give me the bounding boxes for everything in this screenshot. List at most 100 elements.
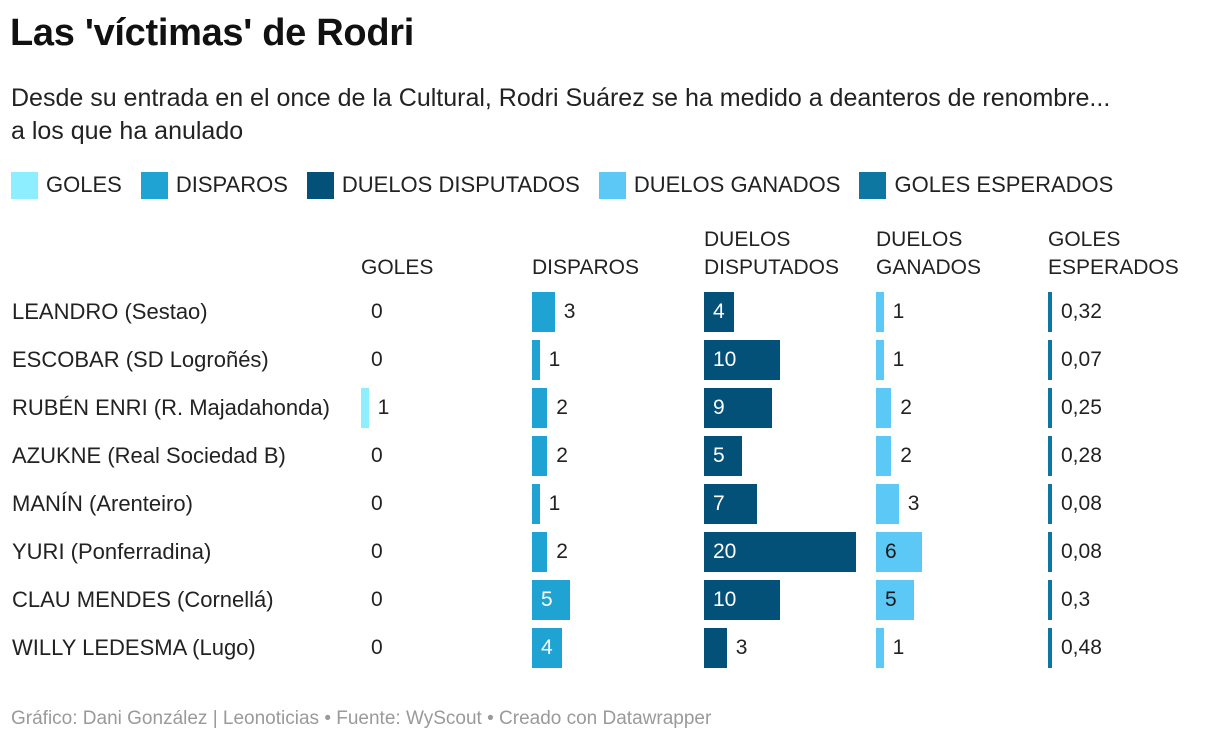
value-label-goles: 0 (371, 444, 383, 467)
bar-disparos (532, 532, 548, 572)
value-label-goles_esperados: 0,48 (1061, 636, 1102, 659)
legend-label: DUELOS DISPUTADOS (341, 172, 580, 197)
legend-label: DUELOS GANADOS (633, 172, 841, 197)
bar-goles_esperados (1048, 292, 1052, 332)
value-label-duelos_disputados: 9 (713, 396, 725, 419)
value-label-duelos_ganados: 1 (892, 348, 905, 371)
legend-label: GOLES ESPERADOS (894, 172, 1114, 197)
row-label: ESCOBAR (SD Logroñés) (12, 347, 269, 372)
value-label-goles_esperados: 0,25 (1061, 396, 1102, 419)
bar-duelos_disputados (704, 580, 780, 620)
column-header-line: GANADOS (876, 256, 982, 279)
column-header-text: DISPAROS (532, 254, 639, 282)
value-label-duelos_disputados: 3 (735, 636, 748, 659)
bar-goles_esperados (1048, 532, 1052, 572)
column-header-line: DISPUTADOS (704, 256, 839, 279)
column-header-text: DUELOS GANADOS (876, 226, 981, 282)
value-label-duelos_ganados: 2 (900, 396, 912, 419)
column-header-text: GOLES ESPERADOS (1048, 226, 1179, 282)
legend-label: DISPAROS (175, 172, 288, 197)
bar-goles_esperados (1048, 484, 1052, 524)
value-label-goles_esperados: 0,07 (1061, 348, 1102, 371)
bar-disparos (532, 388, 548, 428)
value-label-disparos: 2 (556, 396, 568, 419)
legend-swatch (306, 171, 334, 199)
legend-swatch (859, 171, 887, 199)
column-header-text: GOLES (361, 254, 433, 282)
row-label: MANÍN (Arenteiro) (12, 491, 193, 516)
column-header-duelos_ganados: DUELOS GANADOS (876, 228, 1046, 282)
value-label-duelos_ganados: 3 (907, 492, 920, 515)
value-label-duelos_disputados: 7 (713, 492, 725, 515)
bar-duelos_ganados (876, 436, 892, 476)
bar-disparos (532, 628, 563, 668)
bar-disparos (532, 292, 555, 332)
value-label-duelos_disputados: 4 (713, 300, 725, 323)
chart-footer: Gráfico: Dani González | Leonoticias • F… (11, 708, 712, 729)
column-header-line: DUELOS (704, 228, 791, 251)
value-label-disparos: 4 (541, 636, 553, 659)
value-label-goles_esperados: 0,08 (1061, 492, 1102, 515)
value-label-duelos_ganados: 2 (900, 444, 912, 467)
bar-goles_esperados (1048, 388, 1052, 428)
value-label-goles_esperados: 0,3 (1061, 588, 1091, 611)
bar-disparos (532, 436, 548, 476)
column-header-line: ESPERADOS (1048, 256, 1179, 279)
value-label-goles_esperados: 0,28 (1061, 444, 1102, 467)
bar-disparos (532, 340, 540, 380)
value-label-goles: 0 (371, 540, 383, 563)
value-label-disparos: 5 (541, 588, 553, 611)
value-label-goles: 0 (371, 588, 383, 611)
value-label-disparos: 2 (556, 540, 568, 563)
column-header-line: DISPAROS (532, 256, 639, 279)
bar-duelos_disputados (704, 628, 727, 668)
bar-goles (361, 388, 369, 428)
value-label-goles: 0 (371, 300, 383, 323)
value-label-disparos: 1 (548, 492, 561, 515)
column-header-line: DUELOS (876, 228, 963, 251)
row-label: RUBÉN ENRI (R. Majadahonda) (12, 395, 330, 420)
chart-legend: GOLES DISPAROS DUELOS DISPUTADOS DUELOS GAN… (11, 170, 1132, 200)
value-label-goles: 0 (371, 348, 383, 371)
value-label-goles_esperados: 0,32 (1061, 300, 1102, 323)
legend-item-goles[interactable]: GOLES (11, 171, 122, 199)
bar-duelos_disputados (704, 532, 856, 572)
legend-item-duelos_disputados[interactable]: DUELOS DISPUTADOS (306, 171, 580, 199)
bar-goles_esperados (1048, 628, 1052, 668)
value-label-duelos_disputados: 5 (713, 444, 725, 467)
bar-duelos_ganados (876, 484, 899, 524)
column-header-duelos_disputados: DUELOS DISPUTADOS (704, 228, 874, 282)
bar-disparos (532, 484, 540, 524)
column-header-line: GOLES (1048, 228, 1121, 251)
legend-item-duelos_ganados[interactable]: DUELOS GANADOS (598, 171, 841, 199)
column-header-text: DUELOS DISPUTADOS (704, 226, 839, 282)
chart-title: Las 'víctimas' de Rodri (10, 12, 414, 54)
bar-goles_esperados (1048, 340, 1052, 380)
value-label-goles: 0 (371, 492, 383, 515)
bar-duelos_ganados (876, 388, 892, 428)
bar-goles_esperados (1048, 580, 1052, 620)
row-label: YURI (Ponferradina) (12, 539, 212, 564)
value-label-disparos: 1 (548, 348, 561, 371)
value-label-duelos_ganados: 1 (892, 300, 905, 323)
legend-swatch (11, 171, 38, 199)
value-label-duelos_ganados: 1 (892, 636, 905, 659)
bar-duelos_disputados (704, 340, 780, 380)
value-label-duelos_ganados: 5 (885, 588, 897, 611)
value-label-disparos: 3 (563, 300, 576, 323)
bar-duelos_disputados (704, 292, 735, 332)
bar-disparos (532, 580, 570, 620)
value-label-duelos_ganados: 6 (885, 540, 897, 563)
legend-item-disparos[interactable]: DISPAROS (140, 171, 288, 199)
value-label-goles: 1 (377, 396, 390, 419)
bar-duelos_disputados (704, 484, 758, 524)
row-label: LEANDRO (Sestao) (12, 299, 208, 324)
bar-duelos_ganados (876, 628, 884, 668)
value-label-duelos_disputados: 20 (713, 540, 737, 563)
value-label-goles: 0 (371, 636, 383, 659)
value-label-duelos_disputados: 10 (713, 348, 737, 371)
row-label: CLAU MENDES (Cornellá) (12, 587, 274, 612)
legend-swatch (598, 171, 626, 199)
chart-subtitle: Desde su entrada en el once de la Cultur… (11, 84, 1111, 145)
legend-item-goles_esperados[interactable]: GOLES ESPERADOS (859, 171, 1114, 199)
